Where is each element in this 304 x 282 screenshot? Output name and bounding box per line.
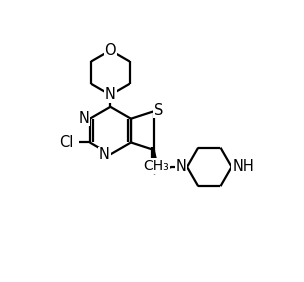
- Text: NH: NH: [232, 159, 254, 175]
- Text: N: N: [176, 159, 186, 175]
- Text: S: S: [154, 103, 164, 118]
- Text: CH₃: CH₃: [144, 159, 169, 173]
- Text: N: N: [99, 147, 110, 162]
- Text: N: N: [105, 87, 116, 102]
- Text: N: N: [78, 111, 89, 125]
- Text: O: O: [105, 43, 116, 58]
- Text: Cl: Cl: [59, 135, 74, 150]
